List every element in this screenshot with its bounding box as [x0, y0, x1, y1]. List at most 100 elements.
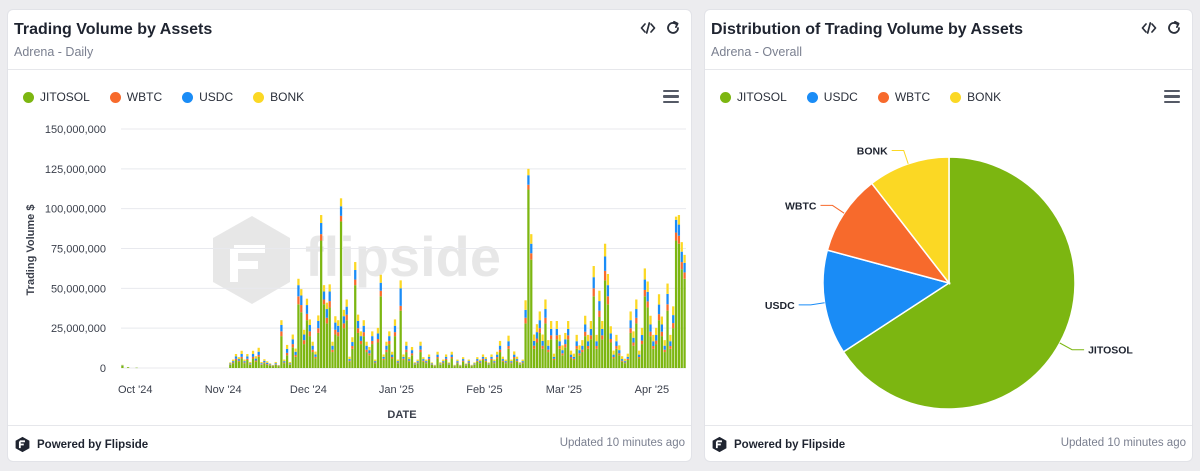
bar-segment[interactable] — [121, 365, 124, 368]
bar-segment[interactable] — [311, 341, 314, 346]
bar-segment[interactable] — [232, 363, 235, 368]
bar-segment[interactable] — [419, 352, 422, 368]
bar-segment[interactable] — [552, 356, 556, 359]
bar-segment[interactable] — [408, 359, 411, 361]
bar-segment[interactable] — [567, 339, 570, 368]
bar-segment[interactable] — [467, 363, 470, 368]
bar-segment[interactable] — [544, 299, 547, 310]
bar-segment[interactable] — [317, 328, 320, 333]
bar-segment[interactable] — [320, 240, 323, 368]
bar-segment[interactable] — [283, 362, 286, 364]
bar-segment[interactable] — [479, 362, 482, 364]
bar-segment[interactable] — [606, 273, 610, 286]
bar-segment[interactable] — [285, 352, 289, 356]
bar-segment[interactable] — [317, 315, 320, 321]
bar-segment[interactable] — [382, 356, 385, 359]
bar-segment[interactable] — [484, 359, 487, 361]
bar-segment[interactable] — [527, 184, 530, 190]
bar-segment[interactable] — [629, 332, 632, 368]
bar-segment[interactable] — [581, 345, 584, 350]
bar-segment[interactable] — [354, 270, 357, 280]
bar-segment[interactable] — [263, 362, 266, 364]
bar-segment[interactable] — [527, 175, 530, 185]
bar-segment[interactable] — [510, 359, 513, 362]
bar-segment[interactable] — [246, 360, 249, 368]
bar-segment[interactable] — [683, 254, 686, 263]
bar-segment[interactable] — [422, 359, 425, 361]
bar-segment[interactable] — [569, 357, 573, 359]
bar-segment[interactable] — [657, 304, 661, 315]
bar-segment[interactable] — [425, 363, 428, 368]
bar-segment[interactable] — [629, 328, 632, 333]
bar-segment[interactable] — [288, 364, 292, 365]
bar-segment[interactable] — [461, 360, 465, 362]
bar-segment[interactable] — [680, 251, 683, 263]
bar-segment[interactable] — [626, 356, 629, 359]
bar-segment[interactable] — [524, 300, 527, 310]
bar-segment[interactable] — [368, 346, 371, 351]
bar-segment[interactable] — [530, 253, 533, 260]
bar-segment[interactable] — [473, 364, 476, 368]
bar-segment[interactable] — [584, 315, 587, 325]
bar-segment[interactable] — [527, 189, 530, 368]
bar-segment[interactable] — [234, 353, 238, 357]
bar-segment[interactable] — [589, 335, 593, 340]
bar-segment[interactable] — [439, 364, 442, 368]
bar-segment[interactable] — [595, 346, 598, 349]
bar-segment[interactable] — [507, 346, 510, 349]
bar-segment[interactable] — [393, 336, 397, 368]
bar-segment[interactable] — [680, 242, 683, 252]
bar-segment[interactable] — [487, 362, 490, 364]
bar-segment[interactable] — [362, 325, 365, 333]
bar-segment[interactable] — [655, 340, 658, 345]
bar-segment[interactable] — [393, 325, 397, 333]
bar-segment[interactable] — [496, 354, 499, 358]
bar-segment[interactable] — [345, 320, 348, 368]
bar-segment[interactable] — [325, 302, 328, 310]
bar-segment[interactable] — [615, 334, 618, 342]
bar-segment[interactable] — [669, 341, 672, 347]
bar-segment[interactable] — [632, 342, 635, 346]
bar-segment[interactable] — [535, 324, 539, 333]
bar-segment[interactable] — [302, 344, 306, 368]
bar-segment[interactable] — [436, 357, 439, 359]
bar-segment[interactable] — [638, 354, 641, 358]
bar-segment[interactable] — [584, 336, 587, 368]
bar-segment[interactable] — [456, 363, 459, 368]
bar-segment[interactable] — [635, 309, 638, 318]
bar-segment[interactable] — [453, 364, 456, 366]
bar-segment[interactable] — [249, 364, 252, 365]
bar-segment[interactable] — [643, 268, 646, 280]
bar-segment[interactable] — [677, 235, 681, 244]
bar-segment[interactable] — [322, 285, 326, 292]
bar-segment[interactable] — [371, 340, 374, 345]
bar-segment[interactable] — [592, 277, 595, 289]
bar-segment[interactable] — [356, 328, 360, 333]
bar-segment[interactable] — [564, 347, 567, 368]
bar-segment[interactable] — [586, 334, 590, 342]
bar-segment[interactable] — [496, 358, 499, 368]
bar-segment[interactable] — [302, 334, 306, 341]
bar-segment[interactable] — [402, 358, 405, 361]
bar-segment[interactable] — [510, 363, 513, 368]
bar-segment[interactable] — [629, 320, 632, 329]
bar-segment[interactable] — [274, 363, 277, 365]
bar-segment[interactable] — [371, 344, 374, 368]
bar-segment[interactable] — [464, 364, 468, 366]
bar-segment[interactable] — [572, 358, 575, 361]
bar-segment[interactable] — [447, 363, 451, 365]
bar-segment[interactable] — [436, 354, 439, 358]
bar-segment[interactable] — [410, 355, 414, 368]
bar-segment[interactable] — [413, 364, 416, 368]
bar-segment[interactable] — [322, 291, 326, 300]
bar-segment[interactable] — [657, 320, 661, 368]
bar-segment[interactable] — [601, 328, 604, 336]
bar-segment[interactable] — [484, 361, 487, 368]
bar-segment[interactable] — [674, 240, 678, 368]
bar-segment[interactable] — [581, 340, 584, 346]
bar-segment[interactable] — [396, 359, 399, 362]
bar-segment[interactable] — [603, 243, 607, 257]
bar-segment[interactable] — [308, 319, 311, 325]
bar-segment[interactable] — [547, 349, 550, 353]
bar-segment[interactable] — [311, 352, 314, 368]
